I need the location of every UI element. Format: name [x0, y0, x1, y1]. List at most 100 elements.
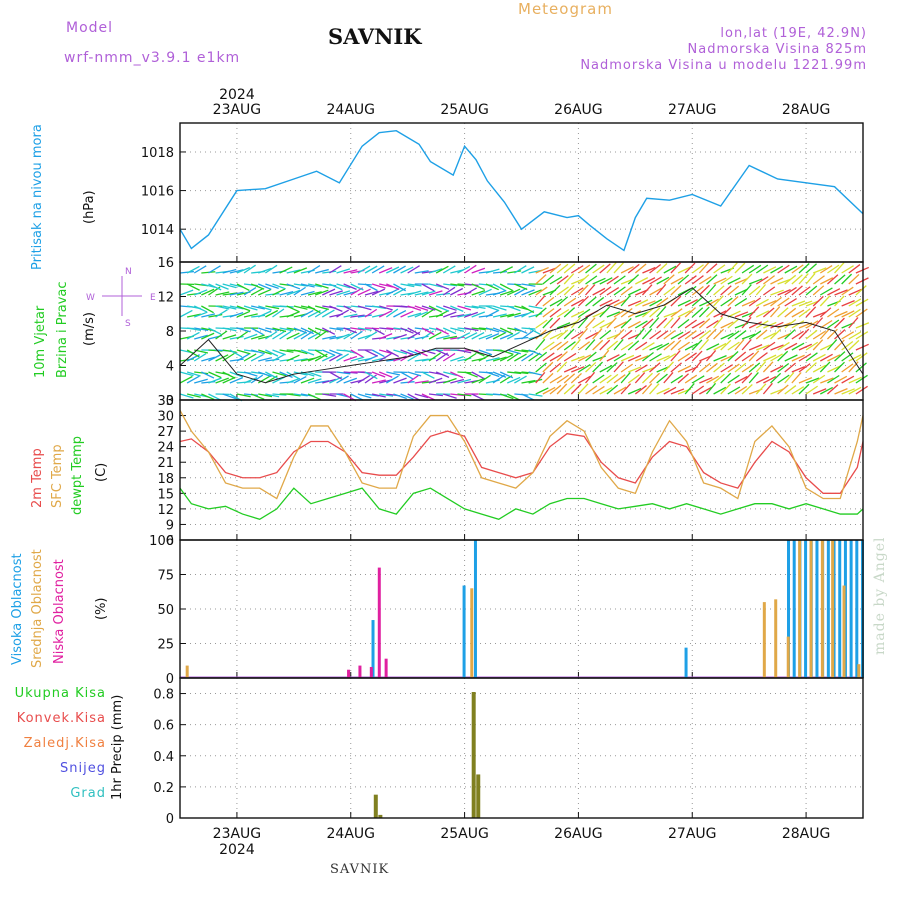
- wind-barb: [421, 393, 435, 401]
- wind-barb: [770, 296, 782, 307]
- wind-barb: [364, 290, 379, 296]
- wind-barb: [741, 352, 754, 362]
- wind-barb: [393, 333, 407, 340]
- wind-barb: [378, 353, 392, 362]
- wind-barb: [798, 363, 811, 373]
- wind-barb: [371, 288, 386, 296]
- wind-barb: [691, 385, 705, 395]
- y-tick-label: 4: [166, 360, 174, 375]
- wind-barb: [570, 372, 582, 384]
- wind-barb: [357, 327, 372, 331]
- wind-barb: [805, 385, 819, 395]
- wind-barb: [471, 305, 486, 310]
- mid-cloud-bar: [762, 602, 766, 678]
- wind-barb: [442, 265, 456, 274]
- high-cloud-bar: [462, 585, 466, 678]
- wind-barb: [521, 283, 536, 287]
- wind-barb: [393, 377, 407, 384]
- wind-barb: [812, 317, 824, 329]
- wind-barb: [634, 372, 646, 384]
- wind-barb: [556, 329, 569, 340]
- wind-barb: [641, 284, 653, 296]
- wind-barb: [784, 329, 796, 340]
- wind-barb: [542, 274, 555, 285]
- wind-barb: [457, 393, 472, 397]
- wind-barb: [599, 263, 611, 274]
- wind-barb: [834, 274, 846, 285]
- wind-barb: [457, 265, 471, 274]
- precip-legend-convective: Konvek.Kisa: [16, 711, 106, 726]
- high-cloud-bar: [787, 540, 791, 678]
- wind-barb: [848, 317, 859, 329]
- wind-barb: [201, 393, 215, 401]
- wind-barb: [386, 371, 401, 376]
- wind-barb: [250, 283, 265, 290]
- wind-barb: [834, 361, 845, 373]
- wind-barb: [436, 292, 451, 296]
- wind-barb: [748, 278, 763, 285]
- wind-barb: [428, 290, 443, 296]
- wind-barb: [663, 285, 676, 296]
- wind-barb: [549, 375, 563, 384]
- wind-barb: [578, 364, 591, 373]
- compass-e-label: E: [150, 293, 156, 303]
- wind-barb: [407, 305, 422, 311]
- wind-barb: [677, 373, 689, 384]
- bottom-day-label: 27AUG: [668, 826, 717, 842]
- wind-barb: [649, 287, 663, 296]
- high-cloud-bar: [371, 620, 375, 678]
- wind-barb: [571, 366, 585, 373]
- wind-barb: [563, 341, 576, 351]
- wind-barb: [243, 313, 258, 318]
- wind-barb: [535, 286, 548, 296]
- precip-legend-freezing: Zaledj.Kisa: [23, 736, 106, 751]
- footer-station: SAVNIK: [330, 862, 390, 877]
- wind-barb: [677, 318, 690, 329]
- wind-barb: [215, 330, 228, 340]
- wind-barb: [713, 316, 724, 329]
- wind-barb: [450, 327, 465, 332]
- wind-barb: [286, 269, 301, 274]
- wind-barb: [791, 386, 805, 395]
- bottom-day-label: 25AUG: [440, 826, 489, 842]
- wind-barb: [571, 278, 585, 285]
- wind-barb: [535, 387, 549, 395]
- wind-barb: [570, 383, 582, 395]
- wind-barb: [770, 265, 784, 274]
- wind-barb: [286, 377, 301, 384]
- wind-barbs: [179, 262, 870, 402]
- wind-barb: [606, 340, 619, 351]
- bottom-day-label: 26AUG: [554, 826, 603, 842]
- wind-barb: [841, 310, 855, 318]
- wind-barb: [770, 388, 784, 395]
- wind-barb: [791, 366, 806, 373]
- wind-barb: [777, 374, 790, 384]
- wind-barb: [834, 375, 848, 384]
- wind-barb: [613, 353, 627, 362]
- wind-barb: [258, 283, 272, 290]
- top-day-label: 23AUG: [213, 102, 262, 118]
- high-cloud-bar: [855, 540, 859, 678]
- wind-barb: [592, 277, 606, 285]
- wind-barb: [186, 313, 201, 318]
- wind-barb: [350, 349, 364, 358]
- wind-barb: [620, 286, 633, 296]
- wind-barb: [698, 339, 710, 351]
- wind-barb: [635, 277, 649, 285]
- wind-barb: [272, 376, 286, 384]
- wind-barb: [770, 321, 784, 329]
- wind-barb: [201, 356, 215, 362]
- wind-barb: [329, 290, 343, 296]
- wind-barb: [208, 354, 222, 362]
- wind-barb: [670, 308, 683, 318]
- wind-barb: [556, 361, 568, 373]
- wind-barb: [499, 283, 513, 292]
- wind-barb: [826, 328, 838, 340]
- high-cloud-bar: [684, 647, 688, 678]
- wind-barb: [357, 265, 371, 274]
- wind-barb: [684, 275, 697, 285]
- wind-barb: [514, 353, 527, 362]
- wind-barb: [634, 341, 648, 351]
- wind-barb: [820, 343, 834, 351]
- wind-barb: [727, 386, 741, 395]
